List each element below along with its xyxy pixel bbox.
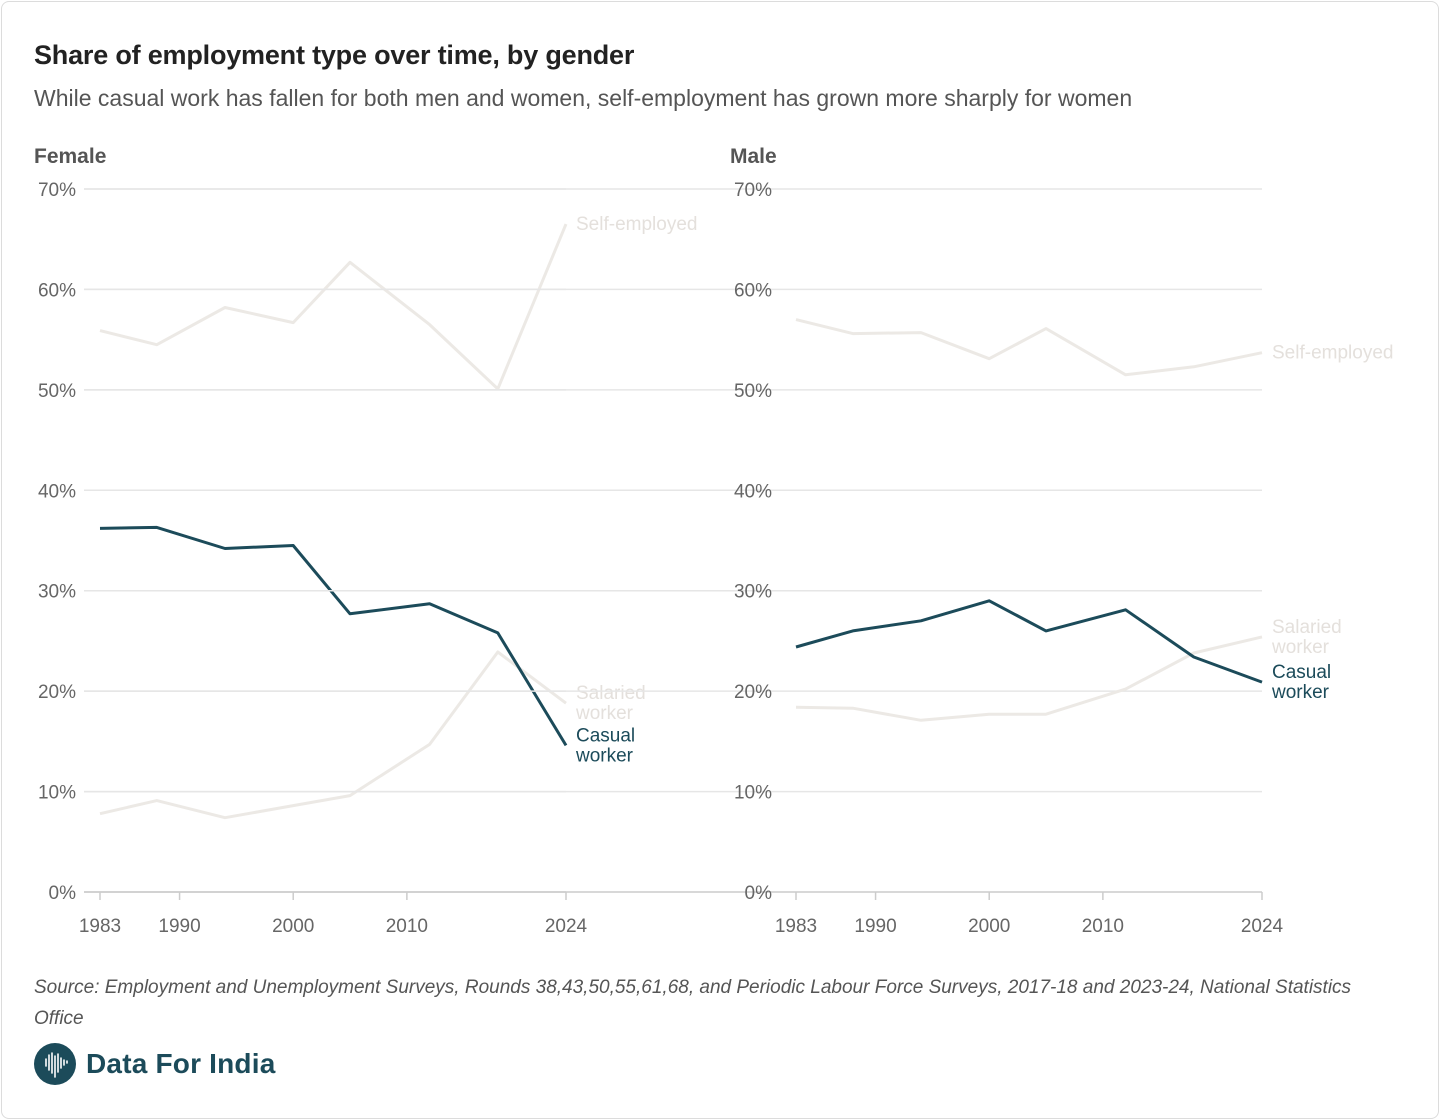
female-xtick-label: 2000 [272,916,314,937]
male-casual-worker-line [795,599,1263,684]
male-salaried-worker-line [795,635,1263,722]
female-ytick-label: 60% [38,280,76,301]
source-note: Source: Employment and Unemployment Surv… [34,977,1352,1029]
female-ytick-label: 20% [38,682,76,703]
male-xtick-label: 1983 [775,916,817,937]
male-salaried-worker-label: Salaried worker [1271,617,1342,658]
male-xtick-label: 2024 [1241,916,1284,937]
female-ytick-label: 10% [38,783,76,804]
female-xtick-label: 2024 [545,916,588,937]
male-self-employed-line [795,318,1263,377]
female-self-employed-line [99,223,568,391]
brand-name: Data For India [86,1048,276,1079]
female-xtick-label: 2010 [386,916,428,937]
chart-title: Share of employment type over time, by g… [34,40,635,70]
male-ytick-label: 50% [734,381,772,402]
female-casual-worker-label: Casual worker [575,725,635,766]
male-xtick-label: 1990 [854,916,896,937]
male-xtick-label: 2010 [1082,916,1124,937]
male-xtick-label: 2000 [968,916,1010,937]
male-ytick-label: 20% [734,682,772,703]
male-ytick-label: 30% [734,582,772,603]
female-panel-title: Female [34,145,106,168]
female-ytick-label: 30% [38,582,76,603]
brand-logo: Data For India [34,1043,276,1085]
female-ytick-label: 70% [38,180,76,201]
chart-subtitle: While casual work has fallen for both me… [34,85,1133,111]
male-panel-title: Male [730,145,777,168]
female-casual-worker-line [99,525,568,747]
male-ytick-label: 60% [734,280,772,301]
male-ytick-label: 70% [734,180,772,201]
female-ytick-label: 40% [38,481,76,502]
male-ytick-label: 40% [734,481,772,502]
female-ytick-label: 50% [38,381,76,402]
male-self-employed-label: Self-employed [1272,343,1393,364]
female-ytick-label: 0% [49,883,77,904]
female-self-employed-label: Self-employed [576,214,697,235]
male-ytick-label: 0% [745,883,773,904]
female-xtick-label: 1983 [79,916,121,937]
male-ytick-label: 10% [734,783,772,804]
female-xtick-label: 1990 [158,916,200,937]
female-salaried-worker-label: Salaried worker [575,683,646,724]
female-salaried-worker-line [99,650,567,820]
india-map-icon [34,1043,76,1085]
male-casual-worker-label: Casual worker [1271,662,1331,703]
